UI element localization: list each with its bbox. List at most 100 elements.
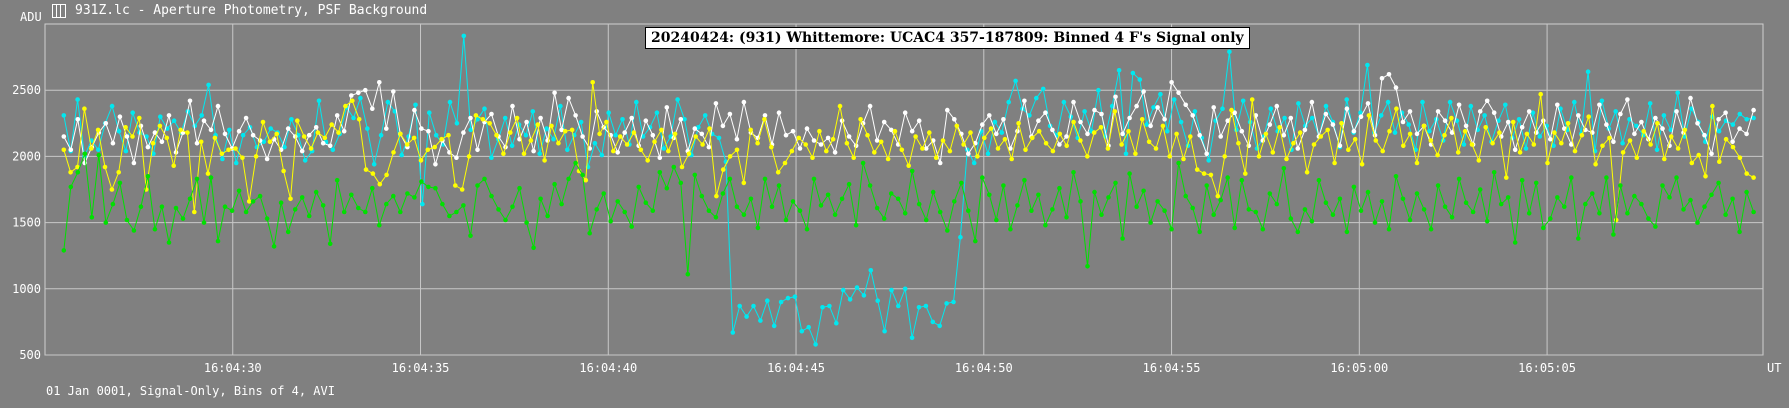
data-point [1583, 201, 1588, 207]
data-point [313, 125, 319, 130]
data-point [528, 138, 534, 143]
data-point [720, 191, 726, 196]
light-curve-icon[interactable] [52, 4, 66, 18]
data-point [1572, 99, 1577, 105]
data-point [1490, 140, 1495, 146]
data-point [201, 220, 207, 225]
data-point [377, 181, 383, 187]
data-point [762, 113, 768, 118]
data-point [748, 196, 754, 202]
data-point [650, 208, 656, 213]
data-point [1309, 99, 1315, 105]
data-point [461, 203, 466, 208]
data-point [1744, 117, 1749, 122]
data-point [1660, 126, 1665, 131]
data-point [1667, 195, 1672, 200]
data-point [1311, 142, 1317, 147]
data-point [1662, 156, 1667, 162]
data-point [916, 305, 922, 310]
data-point [398, 209, 403, 215]
data-point [573, 113, 578, 118]
data-point [530, 109, 536, 114]
data-point [1597, 102, 1602, 108]
data-point [370, 106, 375, 111]
data-point [426, 128, 431, 134]
data-point [1246, 143, 1252, 149]
data-point [468, 127, 474, 133]
data-point [1483, 125, 1488, 130]
series-line-3 [63, 153, 1755, 275]
data-point [117, 114, 123, 119]
y-tick-label: 1000 [12, 282, 41, 296]
data-point [1358, 114, 1364, 119]
data-point [916, 118, 922, 123]
data-point [1627, 138, 1633, 143]
data-point [1702, 132, 1707, 138]
data-point [837, 103, 843, 109]
data-point [453, 183, 458, 188]
data-point [716, 135, 722, 141]
data-point [215, 238, 221, 244]
data-point [1064, 215, 1069, 220]
data-point [480, 117, 486, 122]
data-point [1538, 91, 1543, 97]
data-point [1730, 122, 1736, 127]
data-point [874, 138, 880, 143]
data-point [1421, 123, 1427, 129]
data-point [720, 123, 726, 129]
data-point [804, 126, 810, 131]
data-point [734, 204, 740, 209]
data-point [1717, 159, 1722, 164]
data-point [1316, 177, 1322, 183]
data-point [778, 299, 784, 305]
data-point [1661, 113, 1667, 118]
data-point [363, 167, 369, 172]
data-point [1130, 70, 1136, 76]
data-point [861, 293, 867, 298]
data-point [278, 200, 284, 205]
data-point [1183, 102, 1188, 108]
data-point [233, 160, 239, 166]
data-point [371, 162, 377, 167]
window-title: 931Z.lc - Aperture Photometry, PSF Backg… [75, 3, 428, 18]
data-point [433, 185, 438, 191]
data-point [1339, 121, 1344, 126]
data-point [661, 146, 667, 151]
data-point [151, 151, 156, 157]
data-point [762, 176, 768, 182]
data-point [1153, 146, 1159, 151]
data-point [1639, 201, 1644, 207]
data-point [459, 187, 465, 192]
data-point [1092, 107, 1097, 113]
data-point [1050, 148, 1056, 154]
data-point [617, 134, 623, 139]
data-point [1569, 142, 1574, 147]
data-point [741, 99, 747, 105]
data-point [1030, 135, 1035, 141]
data-point [1723, 110, 1728, 115]
data-point [951, 299, 956, 305]
data-point [281, 168, 286, 174]
data-point [645, 158, 650, 163]
data-point [1531, 142, 1537, 147]
data-point [573, 160, 578, 166]
data-point [1682, 127, 1688, 133]
data-point [1407, 217, 1413, 223]
data-point [250, 132, 256, 138]
data-point [1469, 142, 1475, 147]
data-point [187, 98, 193, 104]
data-point [157, 123, 163, 129]
data-point [1565, 121, 1571, 126]
data-point [1239, 128, 1245, 134]
data-point [1613, 109, 1618, 114]
data-point [1099, 111, 1104, 117]
data-point [1668, 134, 1674, 139]
data-point [1267, 191, 1273, 196]
data-point [1634, 123, 1639, 129]
data-point [1190, 205, 1195, 211]
data-point [1620, 140, 1625, 146]
data-point [659, 127, 664, 133]
data-point [1352, 136, 1358, 142]
data-point [508, 130, 513, 135]
